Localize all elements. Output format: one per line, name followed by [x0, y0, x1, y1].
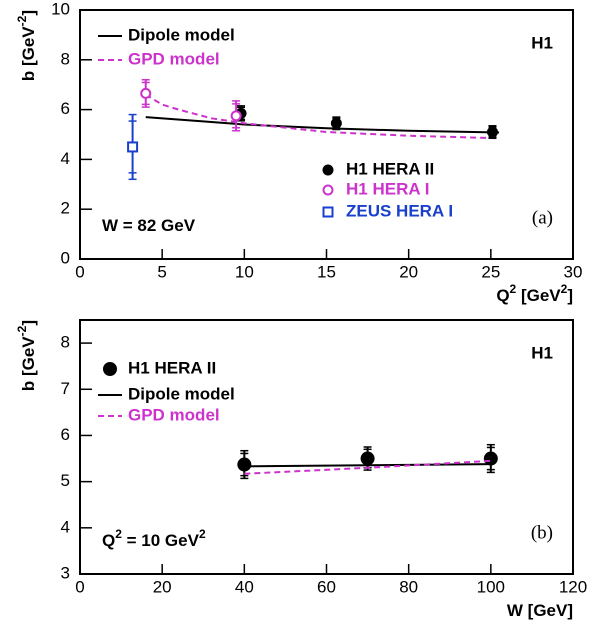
- legend-label: GPD model: [128, 405, 220, 424]
- superscript: 2: [199, 527, 206, 541]
- data-point: [140, 87, 152, 99]
- x-tick-label: 5: [157, 262, 166, 281]
- text-part: Q: [102, 531, 115, 550]
- text-part: Q: [496, 286, 509, 305]
- x-tick-label: 0: [75, 577, 84, 596]
- x-tick-label: 30: [564, 262, 583, 281]
- data-point: [360, 451, 375, 466]
- superscript: 2: [561, 282, 568, 296]
- y-tick-label: 3: [61, 563, 70, 582]
- superscript: -2: [15, 325, 29, 336]
- experiment-label: H1: [531, 33, 553, 52]
- note: W = 82 GeV: [102, 216, 196, 235]
- y-axis-label: b [GeV-2]: [15, 320, 38, 391]
- y-tick-label: 6: [61, 425, 70, 444]
- legend-label: Dipole model: [128, 25, 235, 44]
- note: Q2 = 10 GeV2: [102, 527, 206, 550]
- model-curve: [145, 116, 500, 134]
- y-tick-label: 6: [61, 99, 70, 118]
- y-tick-label: 0: [61, 248, 70, 267]
- superscript: -2: [15, 15, 29, 26]
- y-axis-label: b [GeV-2]: [15, 10, 38, 81]
- y-tick-label: 10: [51, 0, 70, 18]
- model-curve: [244, 459, 491, 475]
- data-point: [230, 110, 242, 122]
- y-tick-label: 2: [61, 199, 70, 218]
- text-part: W = 82 GeV: [102, 216, 196, 235]
- x-tick-label: 60: [317, 577, 336, 596]
- x-tick-label: 40: [235, 577, 254, 596]
- text-part: ]: [19, 320, 38, 326]
- x-tick-label: 80: [399, 577, 418, 596]
- text-part: b [GeV: [19, 336, 38, 391]
- x-tick-label: 25: [481, 262, 500, 281]
- text-part: W [GeV]: [507, 601, 573, 620]
- model-curve: [145, 93, 500, 140]
- data-point: [483, 451, 498, 466]
- legend-label: H1 HERA II: [346, 159, 434, 178]
- x-tick-label: 0: [75, 262, 84, 281]
- superscript: 2: [510, 282, 517, 296]
- legend-label: ZEUS HERA I: [346, 201, 453, 220]
- panel-label: (b): [531, 522, 553, 543]
- text-part: ]: [567, 286, 573, 305]
- legend-label: GPD model: [128, 49, 220, 68]
- panel-label: (a): [532, 207, 553, 228]
- superscript: 2: [115, 527, 122, 541]
- x-tick-label: 100: [477, 577, 505, 596]
- x-tick-label: 20: [399, 262, 418, 281]
- data-point: [330, 117, 342, 129]
- y-tick-label: 5: [61, 471, 70, 490]
- legend-label: H1 HERA II: [128, 358, 216, 377]
- legend-label: H1 HERA I: [346, 179, 429, 198]
- y-tick-label: 8: [61, 49, 70, 68]
- data-point: [486, 126, 498, 138]
- x-tick-label: 120: [559, 577, 587, 596]
- data-point: [127, 141, 139, 153]
- legend-label: Dipole model: [128, 384, 235, 403]
- legend-marker: [322, 184, 334, 196]
- model-curve: [244, 463, 491, 468]
- y-tick-label: 4: [61, 149, 70, 168]
- legend-marker: [103, 362, 117, 376]
- text-part: = 10 GeV: [122, 531, 200, 550]
- text-part: b [GeV: [19, 26, 38, 81]
- x-axis-label: W [GeV]: [507, 601, 573, 620]
- y-tick-label: 8: [61, 333, 70, 352]
- text-part: ]: [19, 10, 38, 16]
- x-tick-label: 15: [317, 262, 336, 281]
- x-tick-label: 20: [153, 577, 172, 596]
- x-tick-label: 10: [235, 262, 254, 281]
- y-tick-label: 7: [61, 379, 70, 398]
- y-tick-label: 4: [61, 517, 70, 536]
- legend-marker: [322, 164, 334, 176]
- experiment-label: H1: [531, 343, 553, 362]
- text-part: [GeV: [516, 286, 561, 305]
- legend-marker: [322, 206, 334, 218]
- x-axis-label: Q2 [GeV2]: [496, 282, 573, 305]
- data-point: [237, 457, 252, 472]
